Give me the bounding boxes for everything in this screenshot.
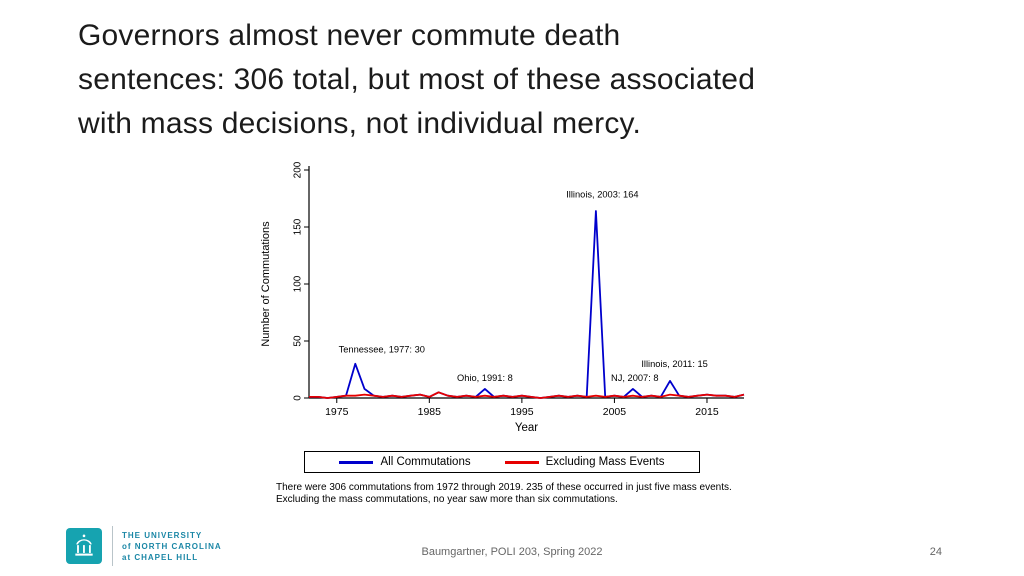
svg-text:100: 100 — [293, 275, 304, 292]
chart-note-line-1: There were 306 commutations from 1972 th… — [276, 482, 732, 493]
svg-text:1975: 1975 — [325, 406, 349, 418]
svg-text:0: 0 — [293, 395, 304, 401]
old-well-icon — [75, 534, 93, 556]
legend-item-all-commutations: All Commutations — [339, 456, 471, 468]
svg-text:2005: 2005 — [603, 406, 627, 418]
footer-credit: Baumgartner, POLI 203, Spring 2022 — [421, 546, 603, 558]
svg-text:150: 150 — [293, 218, 304, 235]
svg-text:1995: 1995 — [510, 406, 534, 418]
svg-text:Number of Commutations: Number of Commutations — [260, 221, 272, 347]
svg-text:Tennessee, 1977: 30: Tennessee, 1977: 30 — [339, 344, 425, 354]
svg-text:Year: Year — [515, 422, 538, 434]
legend-label-all-commutations: All Commutations — [380, 456, 471, 468]
page-number: 24 — [929, 546, 942, 558]
svg-text:Illinois, 2003: 164: Illinois, 2003: 164 — [566, 189, 638, 199]
legend-item-excluding-mass-events: Excluding Mass Events — [504, 456, 665, 468]
legend-label-excluding-mass-events: Excluding Mass Events — [545, 456, 665, 468]
title-line-1: Governors almost never commute death — [78, 19, 621, 52]
title-line-2: sentences: 306 total, but most of these … — [78, 63, 756, 96]
svg-text:Ohio, 1991: 8: Ohio, 1991: 8 — [457, 373, 513, 383]
footer-divider — [112, 526, 113, 566]
slide-footer: THE UNIVERSITY of NORTH CAROLINA at CHAP… — [0, 516, 1024, 576]
svg-text:2015: 2015 — [695, 406, 719, 418]
unc-wordmark: THE UNIVERSITY of NORTH CAROLINA at CHAP… — [122, 530, 222, 563]
chart-legend: All Commutations Excluding Mass Events — [304, 451, 700, 473]
chart-note-line-2: Excluding the mass commutations, no year… — [276, 494, 618, 505]
svg-text:50: 50 — [293, 335, 304, 347]
svg-text:200: 200 — [293, 161, 304, 178]
wordmark-line-1: THE UNIVERSITY — [122, 531, 203, 540]
red-line-swatch — [504, 460, 539, 464]
wordmark-line-2: of NORTH CAROLINA — [122, 542, 222, 551]
chart-notes: There were 306 commutations from 1972 th… — [276, 482, 752, 506]
blue-line-swatch — [339, 460, 374, 464]
wordmark-line-3: at CHAPEL HILL — [122, 553, 199, 562]
svg-text:NJ, 2007: 8: NJ, 2007: 8 — [611, 373, 659, 383]
svg-text:Illinois, 2011: 15: Illinois, 2011: 15 — [641, 359, 708, 369]
unc-old-well-logo — [66, 528, 102, 564]
commutations-line-chart: 0 50 100 150 200 1975 1985 1995 2005 2015 Number o… — [260, 161, 745, 434]
title-line-3: with mass decisions, not individual merc… — [78, 107, 642, 140]
svg-text:1985: 1985 — [418, 406, 442, 418]
commutations-chart: 0 50 100 150 200 1975 1985 1995 2005 2015 Number o… — [252, 156, 752, 506]
slide-title: Governors almost never commute death sen… — [78, 14, 978, 146]
